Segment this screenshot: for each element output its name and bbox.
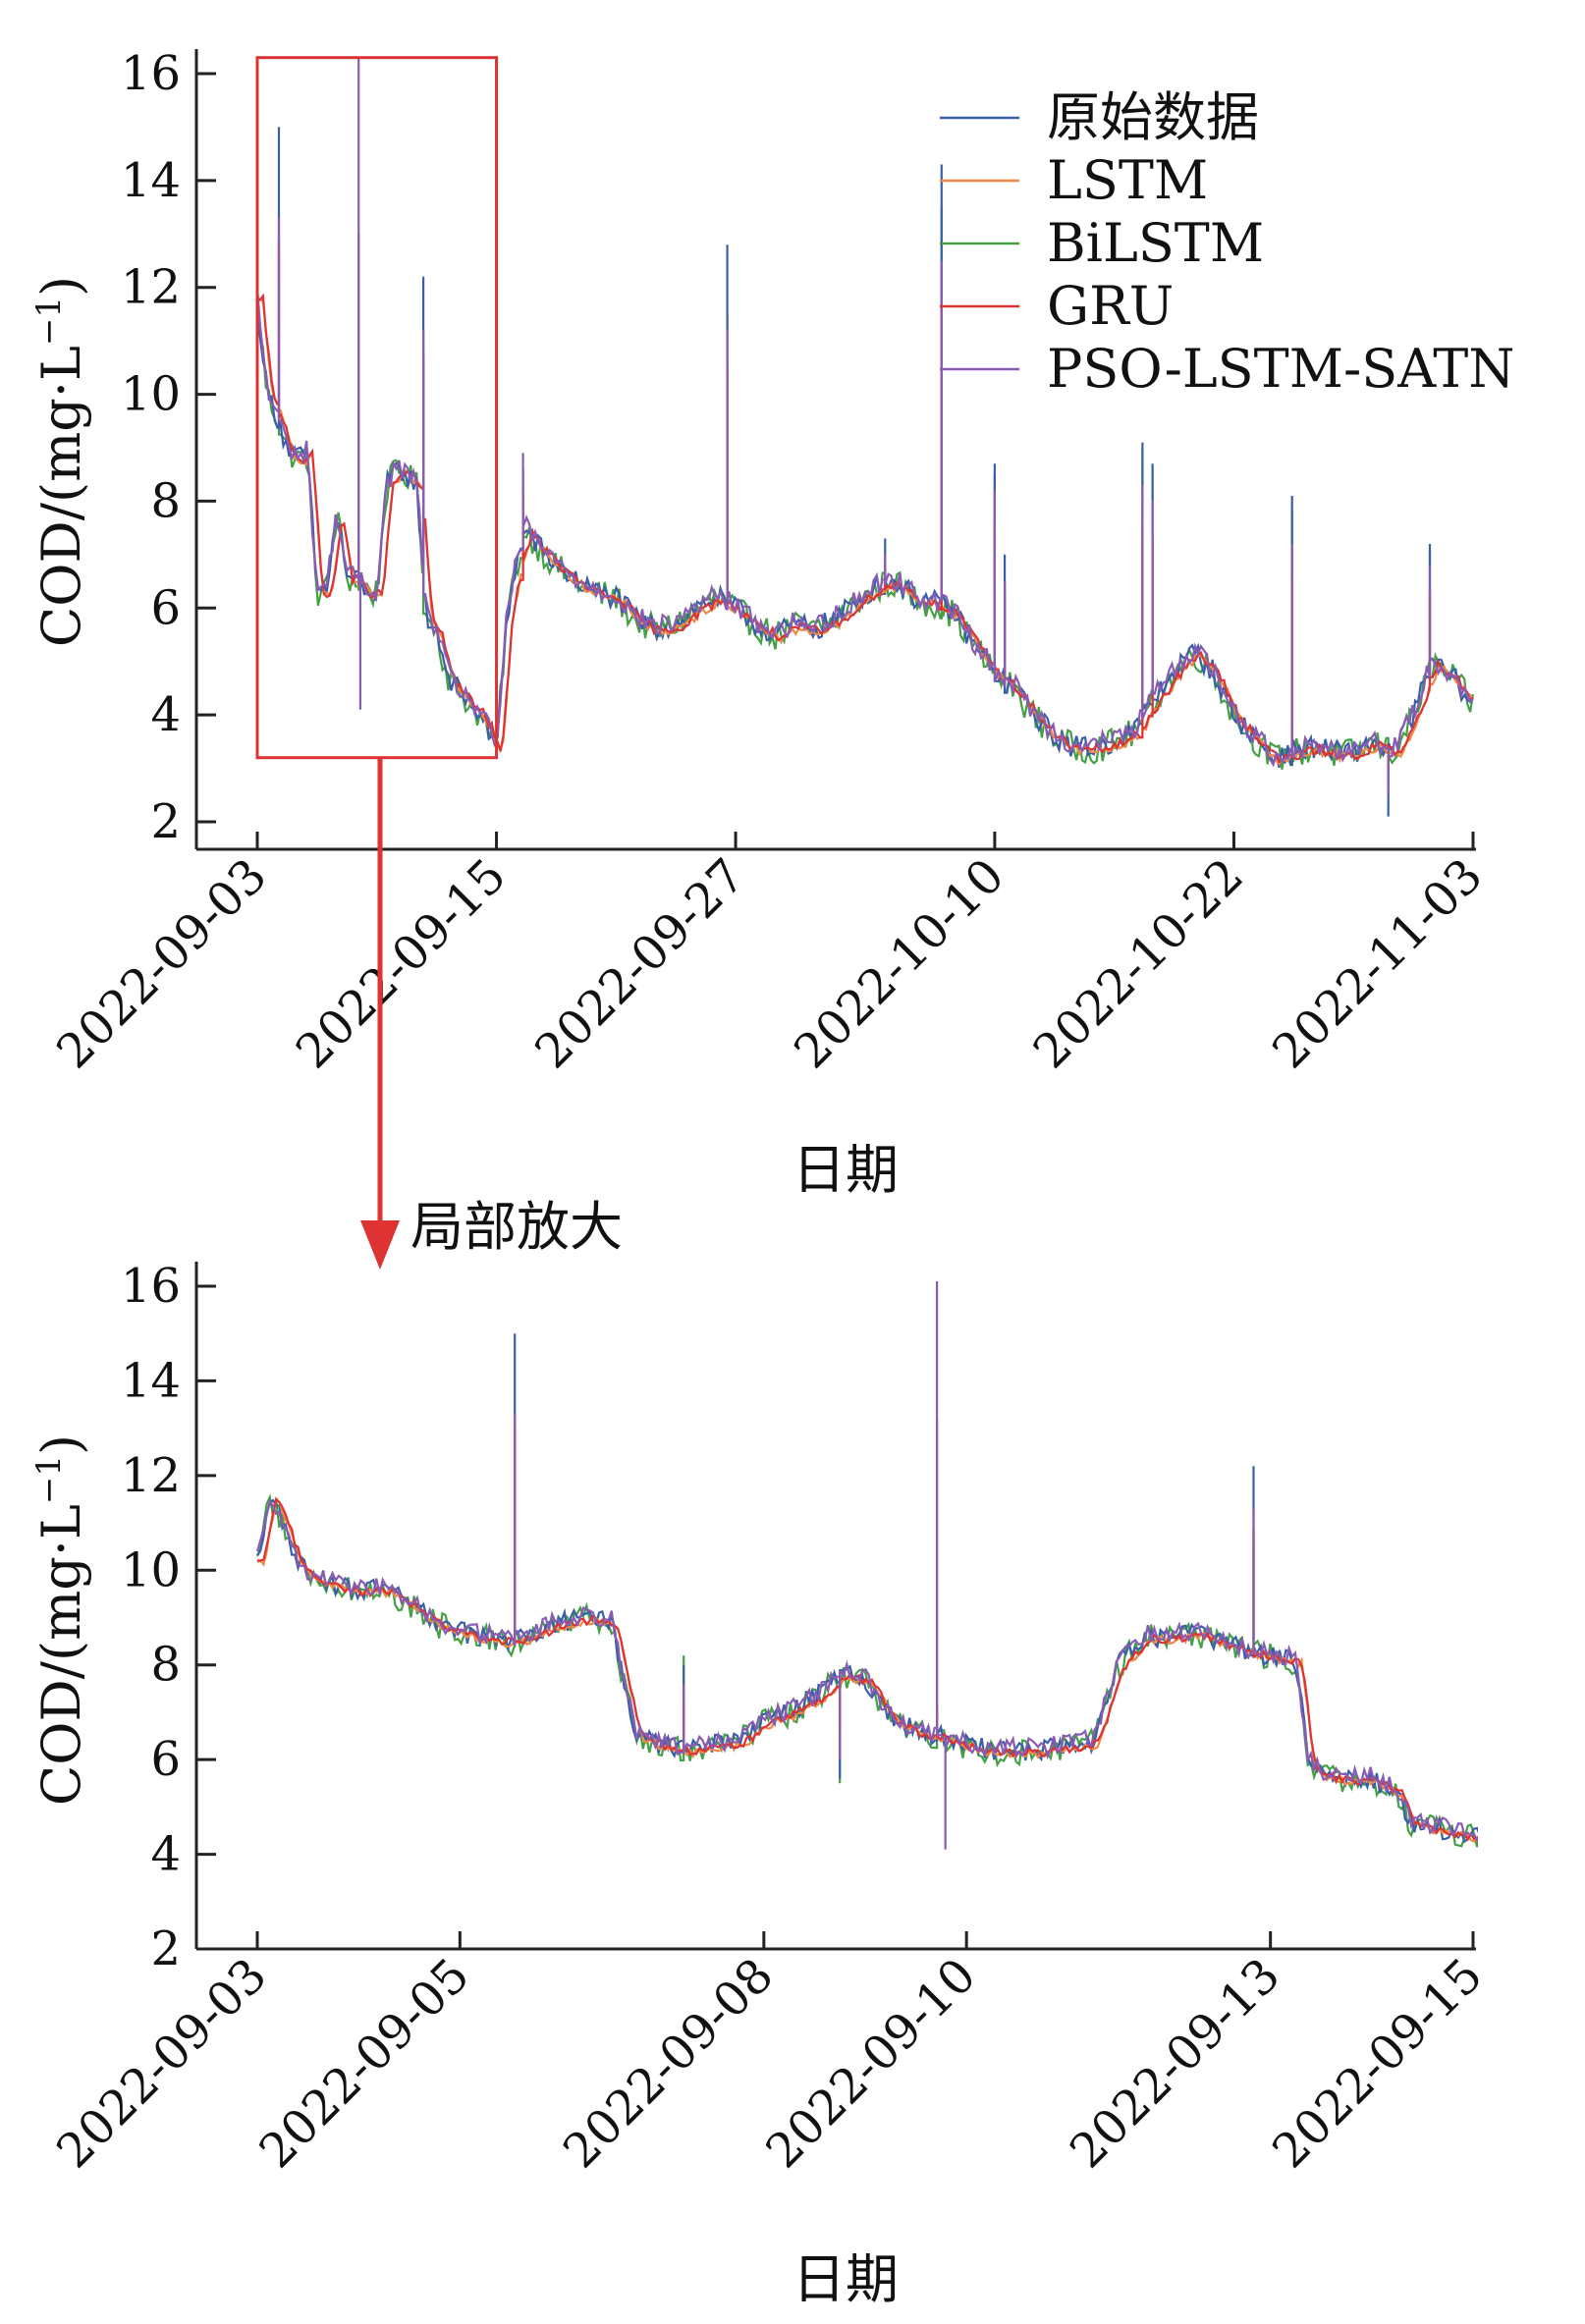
series-line-GRU	[256, 1423, 1478, 1842]
y-tick-label: 12	[121, 1448, 181, 1503]
x-tick-label: 2022-09-15	[1262, 1948, 1493, 2179]
x-tick-label: 2022-10-22	[1023, 848, 1254, 1079]
y-tick-label: 16	[121, 1259, 181, 1314]
y-tick-label: 2	[150, 794, 181, 849]
y-tick-label: 16	[121, 46, 181, 101]
series-line-GRU	[256, 239, 1474, 769]
x-tick-label: 2022-09-03	[46, 848, 277, 1079]
y-tick-label: 8	[150, 473, 181, 528]
main-x-axis-title: 日期	[792, 1139, 899, 1201]
series-line-原始数据	[255, 127, 1474, 817]
x-tick-label: 2022-09-03	[46, 1948, 277, 2179]
series-line-PSO-LSTM-SATN	[255, 1281, 1478, 1850]
y-tick-label: 4	[150, 1827, 181, 1882]
zoom-chart-series	[255, 1281, 1478, 1850]
x-tick-label: 2022-09-15	[286, 848, 517, 1079]
zoom-highlight-box	[255, 56, 499, 760]
y-tick-label: 10	[121, 367, 181, 422]
main-chart-series	[255, 59, 1475, 817]
legend-label: BiLSTM	[1047, 212, 1264, 274]
y-tick-label: 4	[150, 687, 181, 742]
main-chart: 2 4 6 8 10 12 14 16 2022-09-03 2022-09-15 2022-09-…	[29, 46, 1515, 1201]
zoom-x-axis-title: 日期	[792, 2248, 899, 2310]
legend-label: 原始数据	[1047, 86, 1259, 148]
main-y-axis-title: COD/(mg·L−1)	[29, 276, 92, 647]
x-tick-label: 2022-09-05	[249, 1948, 480, 2179]
y-tick-label: 10	[121, 1542, 181, 1597]
series-line-LSTM	[256, 1428, 1478, 1843]
main-chart-axes: 2 4 6 8 10 12 14 16 2022-09-03 2022-09-15 2022-09-…	[46, 46, 1493, 1079]
x-tick-label: 2022-09-13	[1060, 1948, 1290, 2179]
series-line-BiLSTM	[255, 207, 1475, 790]
legend-label: PSO-LSTM-SATN	[1047, 338, 1515, 400]
series-line-BiLSTM	[255, 1446, 1478, 1848]
y-tick-label: 14	[121, 153, 181, 208]
x-tick-label: 2022-09-27	[524, 848, 755, 1079]
y-tick-label: 12	[121, 260, 181, 315]
y-tick-label: 14	[121, 1353, 181, 1408]
series-line-原始数据	[256, 1333, 1478, 1844]
x-tick-label: 2022-10-10	[784, 848, 1014, 1079]
zoom-y-axis-title: COD/(mg·L−1)	[29, 1434, 92, 1806]
series-line-PSO-LSTM-SATN	[255, 59, 1474, 795]
series-line-LSTM	[256, 244, 1474, 769]
legend-label: GRU	[1047, 275, 1174, 337]
x-tick-label: 2022-09-08	[553, 1948, 784, 2179]
y-tick-label: 6	[150, 580, 181, 635]
x-tick-label: 2022-09-10	[755, 1948, 986, 2179]
y-tick-label: 6	[150, 1732, 181, 1787]
y-tick-label: 8	[150, 1638, 181, 1693]
legend-label: LSTM	[1047, 149, 1208, 211]
y-tick-label: 2	[150, 1921, 181, 1976]
zoom-label: 局部放大	[410, 1196, 623, 1258]
x-tick-label: 2022-11-03	[1262, 848, 1493, 1079]
